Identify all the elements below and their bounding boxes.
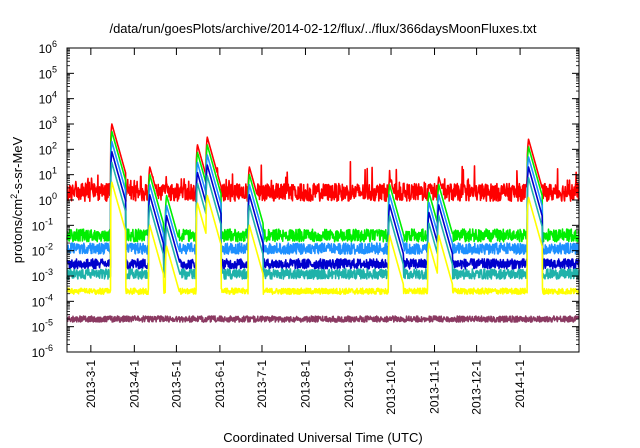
series-line [66, 123, 580, 202]
y-tick-label: 10-5 [32, 318, 53, 335]
y-axis: 10-6 10-5 10-4 10-3 10-2 10-1 100 101 102 103 104 1… [32, 39, 579, 360]
x-tick-label: 2013-3-1 [84, 360, 98, 408]
x-tick-label: 2013-11-1 [428, 360, 442, 414]
series-line [66, 130, 580, 243]
x-axis: 2013-3-1 2013-4-1 2013-5-1 2013-6-1 2013-7-1… [84, 48, 527, 415]
y-tick-label: 106 [39, 39, 57, 56]
chart-title: /data/run/goesPlots/archive/2014-02-12/f… [109, 21, 536, 36]
y-tick-label: 103 [39, 115, 57, 132]
x-tick-label: 2013-4-1 [127, 360, 141, 408]
y-tick-label: 10-6 [32, 343, 53, 360]
series-line [66, 181, 580, 296]
y-tick-label: 101 [39, 166, 57, 183]
x-tick-label: 2013-6-1 [213, 360, 227, 408]
y-tick-label: 10-1 [32, 216, 53, 233]
y-axis-label-prefix: protons/cm [10, 199, 25, 263]
y-tick-label: 10-3 [32, 267, 53, 284]
y-axis-label-suffix: -s-sr-MeV [10, 136, 25, 193]
y-tick-label: 10-2 [32, 242, 53, 259]
x-tick-label: 2013-8-1 [298, 360, 312, 408]
series-line [66, 140, 580, 255]
series-layer [66, 123, 580, 323]
series-line [66, 151, 580, 270]
x-tick-label: 2014-1-1 [513, 360, 527, 408]
y-tick-label: 104 [39, 90, 57, 107]
x-tick-label: 2013-12-1 [470, 360, 484, 415]
x-tick-label: 2013-7-1 [255, 360, 269, 408]
y-tick-label: 10-4 [32, 292, 53, 309]
y-axis-label: protons/cm2-s-sr-MeV [9, 136, 25, 263]
series-line [66, 315, 580, 323]
y-tick-label: 102 [39, 140, 57, 157]
x-tick-label: 2013-5-1 [169, 360, 183, 408]
x-tick-label: 2013-10-1 [384, 360, 398, 415]
y-axis-label-superscript: 2 [9, 194, 19, 199]
y-tick-label: 100 [39, 191, 57, 208]
x-axis-label: Coordinated Universal Time (UTC) [223, 430, 422, 445]
series-line [66, 161, 580, 280]
x-tick-label: 2013-9-1 [342, 360, 356, 408]
y-tick-label: 105 [39, 64, 57, 81]
